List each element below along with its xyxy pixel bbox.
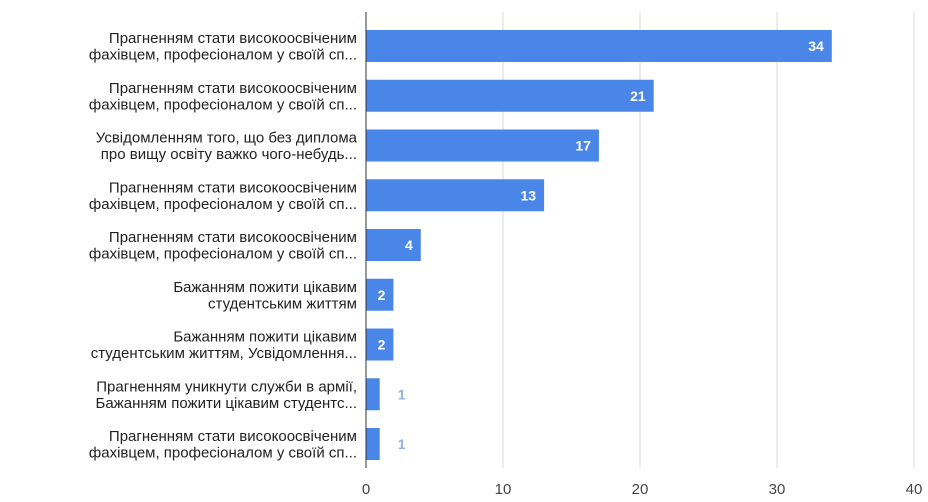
- bar-value-label-7: 1: [398, 386, 406, 402]
- x-tick-label-3: 30: [769, 481, 786, 498]
- category-label-4-line-1: фахівцем, професіоналом у своїй сп...: [89, 246, 357, 263]
- category-label-1-line-1: фахівцем, професіоналом у своїй сп...: [89, 96, 357, 113]
- bar-value-label-1: 21: [630, 88, 646, 104]
- x-tick-label-2: 20: [632, 481, 649, 498]
- category-label-2-line-0: Усвідомленням того, що без диплома: [96, 130, 358, 147]
- bar-value-label-0: 34: [808, 38, 824, 54]
- x-tick-label-4: 40: [906, 481, 923, 498]
- bar-value-label-3: 13: [521, 187, 537, 203]
- category-label-6-line-1: студентським життям, Усвідомлення...: [91, 345, 357, 362]
- bar-4: [366, 229, 421, 261]
- bar-value-label-8: 1: [398, 436, 406, 452]
- bar-8: [366, 428, 380, 460]
- category-label-3-line-0: Прагненням стати високоосвіченим: [109, 179, 357, 196]
- category-label-8-line-1: фахівцем, професіоналом у своїй сп...: [89, 445, 357, 462]
- bar-6: [366, 328, 394, 361]
- x-tick-label-0: 0: [362, 481, 370, 498]
- category-label-7-line-1: Бажанням пожити цікавим студентс...: [96, 395, 357, 412]
- bar-1: [366, 79, 654, 112]
- category-label-2-line-1: про вищу освіту важко чого-небудь...: [101, 146, 357, 163]
- category-label-3-line-1: фахівцем, професіоналом у своїй сп...: [89, 196, 357, 213]
- bar-value-label-2: 17: [575, 138, 591, 154]
- category-label-8-line-0: Прагненням стати високоосвіченим: [109, 428, 357, 445]
- bar-value-label-5: 2: [378, 287, 386, 303]
- bar-3: [366, 179, 545, 212]
- category-label-6-line-0: Бажанням пожити цікавим: [173, 329, 357, 346]
- x-tick-label-1: 10: [495, 481, 512, 498]
- bar-2: [366, 129, 599, 162]
- bar-5: [366, 278, 394, 311]
- bar-0: [366, 30, 832, 62]
- category-label-0-line-0: Прагненням стати високоосвіченим: [109, 30, 357, 47]
- bar-value-label-4: 4: [405, 237, 413, 253]
- category-label-5-line-0: Бажанням пожити цікавим: [173, 279, 357, 296]
- category-label-7-line-0: Прагненням уникнути служби в армії,: [96, 378, 357, 395]
- bar-value-label-6: 2: [378, 337, 386, 353]
- category-label-0-line-1: фахівцем, професіоналом у своїй сп...: [89, 47, 357, 64]
- bar-7: [366, 378, 380, 411]
- category-label-5-line-1: студентським життям: [208, 295, 357, 312]
- category-label-1-line-0: Прагненням стати високоосвіченим: [109, 80, 357, 97]
- category-label-4-line-0: Прагненням стати високоосвіченим: [109, 229, 357, 246]
